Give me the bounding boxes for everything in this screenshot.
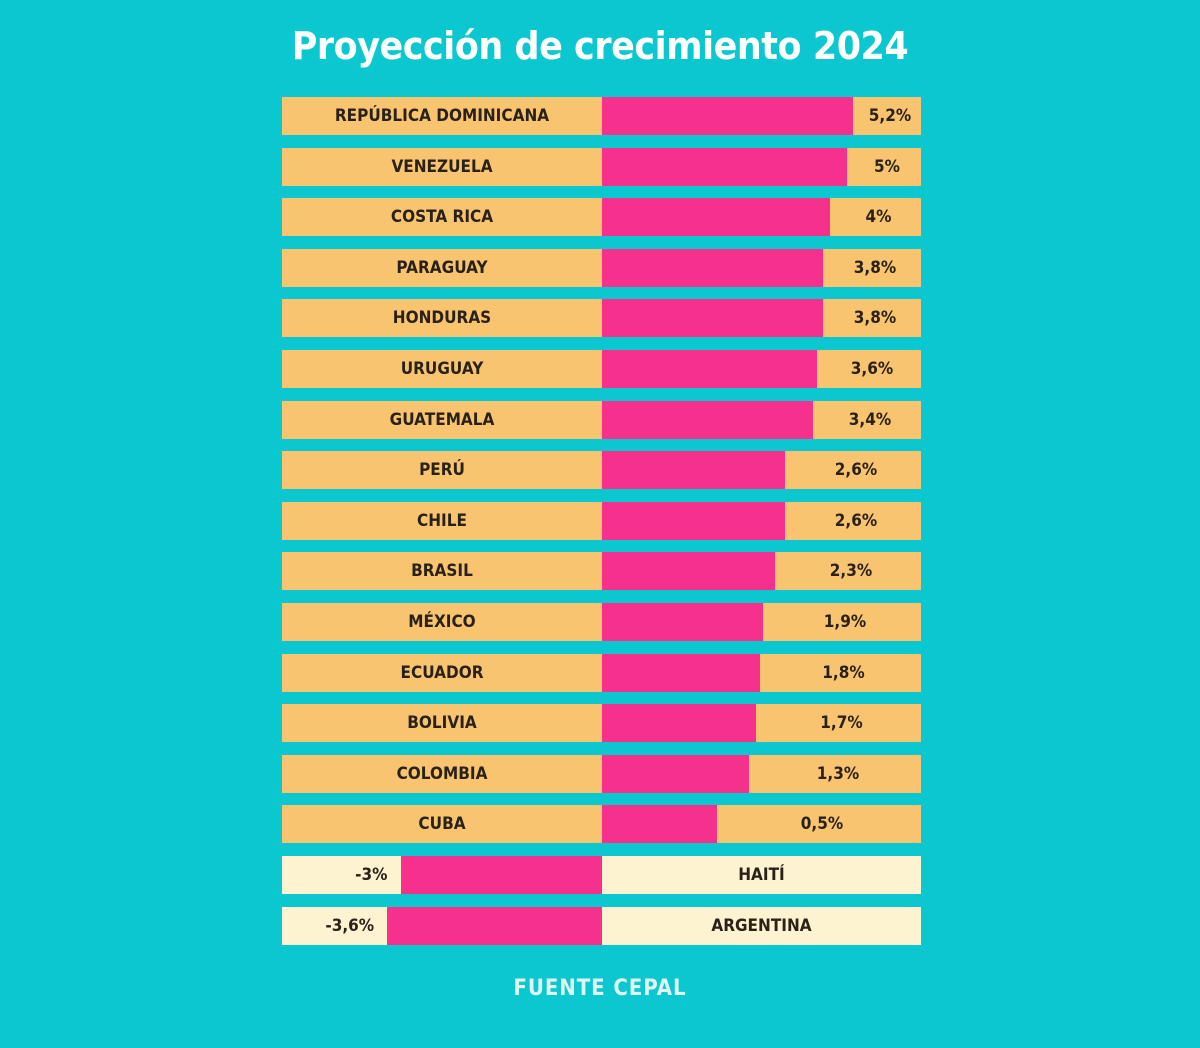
bar-row: REPÚBLICA DOMINICANA 5,2% [282,97,921,135]
row-left-cell [282,704,602,742]
row-left-cell [282,451,602,489]
value-label: 2,6% [834,460,878,480]
value-bar [602,451,785,489]
value-bar [602,299,823,337]
value-bar [602,198,830,236]
bar-row: ECUADOR 1,8% [282,654,921,692]
country-label: HAITÍ [738,865,785,885]
country-label: MÉXICO [408,612,476,632]
value-bar [602,654,760,692]
bar-row: -3,6% ARGENTINA [282,907,921,945]
bar-row: GUATEMALA 3,4% [282,401,921,439]
bar-row: HONDURAS 3,8% [282,299,921,337]
bar-row: -3% HAITÍ [282,856,921,894]
row-left-cell [282,552,602,590]
country-label: PERÚ [419,460,465,480]
row-right-cell [602,907,921,945]
row-left-cell [282,502,602,540]
country-label: COLOMBIA [396,764,488,784]
country-label: REPÚBLICA DOMINICANA [334,106,550,126]
value-label: 3,6% [850,359,894,379]
row-left-cell [282,198,602,236]
value-bar [401,856,602,894]
row-left-cell [282,401,602,439]
country-label: CHILE [417,511,467,531]
value-bar [602,502,785,540]
bar-row: PARAGUAY 3,8% [282,249,921,287]
chart-title: Proyección de crecimiento 2024 [291,24,909,68]
country-label: URUGUAY [400,359,484,379]
bar-row: COSTA RICA 4% [282,198,921,236]
country-label: PARAGUAY [396,258,488,278]
country-label: BRASIL [411,561,473,581]
value-label: 2,3% [829,561,873,581]
row-left-cell [282,350,602,388]
value-label: 5,2% [868,106,912,126]
country-label: CUBA [418,814,466,834]
value-label: -3% [355,865,388,885]
country-label: ARGENTINA [711,916,812,936]
value-bar [602,603,763,641]
row-left-cell [282,603,602,641]
bar-row: BOLIVIA 1,7% [282,704,921,742]
row-left-cell [282,148,602,186]
row-left-cell [282,249,602,287]
value-bar [602,401,813,439]
country-label: ECUADOR [400,663,484,683]
value-label: 3,8% [853,258,897,278]
value-bar [602,97,853,135]
value-label: 1,7% [820,713,863,733]
country-label: BOLIVIA [407,713,477,733]
country-label: GUATEMALA [389,410,495,430]
value-bar [602,249,823,287]
value-bar [602,805,717,843]
bar-row: COLOMBIA 1,3% [282,755,921,793]
row-left-cell [282,654,602,692]
country-label: HONDURAS [392,308,492,328]
row-left-cell [282,299,602,337]
value-label: 5% [874,157,900,177]
bar-row: URUGUAY 3,6% [282,350,921,388]
value-label: 0,5% [800,814,844,834]
value-label: 3,8% [853,308,897,328]
row-right-cell [602,856,921,894]
bar-row: CUBA 0,5% [282,805,921,843]
value-label: 3,4% [848,410,892,430]
value-bar [602,350,817,388]
row-left-cell [282,755,602,793]
bar-row: VENEZUELA 5% [282,148,921,186]
bar-row: BRASIL 2,3% [282,552,921,590]
source-note: FUENTE CEPAL [513,976,687,1001]
row-left-cell [282,805,602,843]
value-label: -3,6% [325,916,375,936]
value-bar [602,552,775,590]
value-label: 2,6% [834,511,878,531]
country-label: VENEZUELA [391,157,493,177]
country-label: COSTA RICA [390,207,494,227]
value-label: 1,9% [823,612,867,632]
bar-row: MÉXICO 1,9% [282,603,921,641]
value-label: 1,8% [822,663,865,683]
value-label: 4% [865,207,892,227]
value-label: 1,3% [816,764,860,784]
value-bar [602,704,756,742]
row-left-cell [282,97,602,135]
value-bar [602,755,749,793]
bar-row: CHILE 2,6% [282,502,921,540]
value-bar [387,907,602,945]
value-bar [602,148,847,186]
bar-row: PERÚ 2,6% [282,451,921,489]
